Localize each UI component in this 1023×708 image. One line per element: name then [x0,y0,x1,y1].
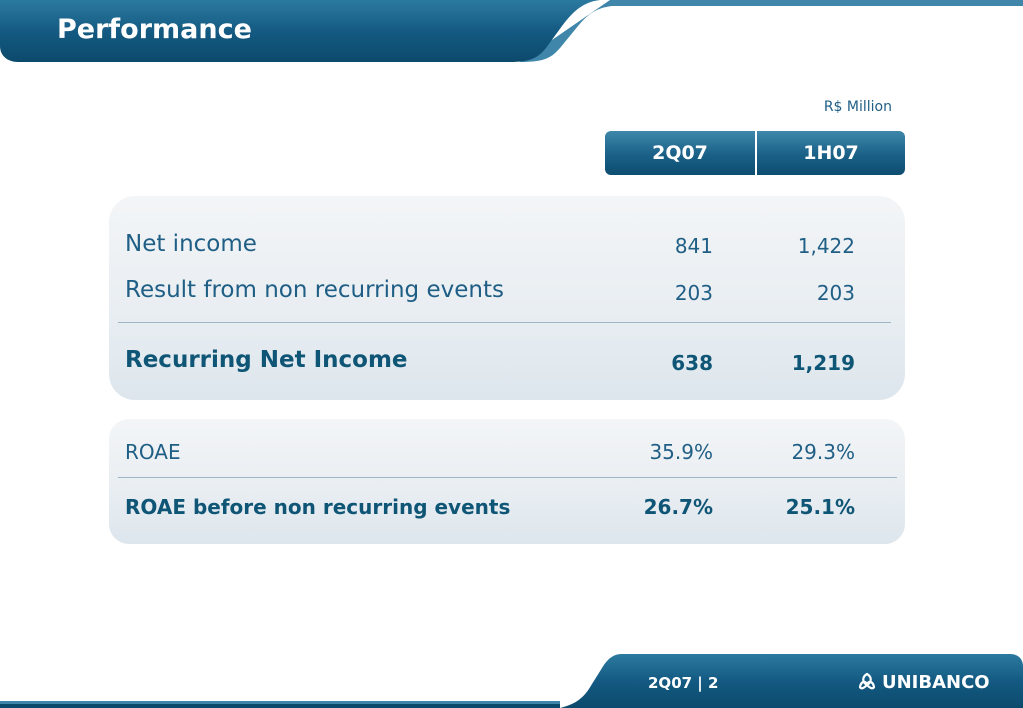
value-roae-before-1h07: 25.1% [785,495,855,519]
income-panel [109,196,905,400]
divider [118,322,891,323]
value-recurring-1h07: 1,219 [791,351,855,375]
column-header-1h07: 1H07 [757,131,905,175]
page-title: Performance [57,14,252,45]
value-non-recurring-2q07: 203 [674,281,713,305]
value-non-recurring-1h07: 203 [816,281,855,305]
column-header-2q07: 2Q07 [605,131,755,175]
logo-text: UNIBANCO [882,671,990,693]
unibanco-logo-icon [858,672,876,690]
value-roae-before-2q07: 26.7% [643,495,713,519]
divider [118,477,897,478]
value-net-income-2q07: 841 [674,234,713,258]
unit-label: R$ Million [823,99,892,115]
footer-band [0,654,1023,708]
row-label-roae: ROAE [125,440,181,464]
row-label-roae-before: ROAE before non recurring events [125,495,511,519]
page-number: 2Q07 | 2 [648,674,719,692]
value-net-income-1h07: 1,422 [797,234,855,258]
value-roae-2q07: 35.9% [649,440,713,464]
value-recurring-2q07: 638 [671,351,713,375]
row-label-recurring-net-income: Recurring Net Income [125,347,408,373]
row-label-non-recurring: Result from non recurring events [125,277,504,303]
value-roae-1h07: 29.3% [791,440,855,464]
unibanco-logo: UNIBANCO [856,670,990,694]
roae-panel [109,419,905,544]
header-band [0,0,1023,62]
row-label-net-income: Net income [125,231,257,257]
